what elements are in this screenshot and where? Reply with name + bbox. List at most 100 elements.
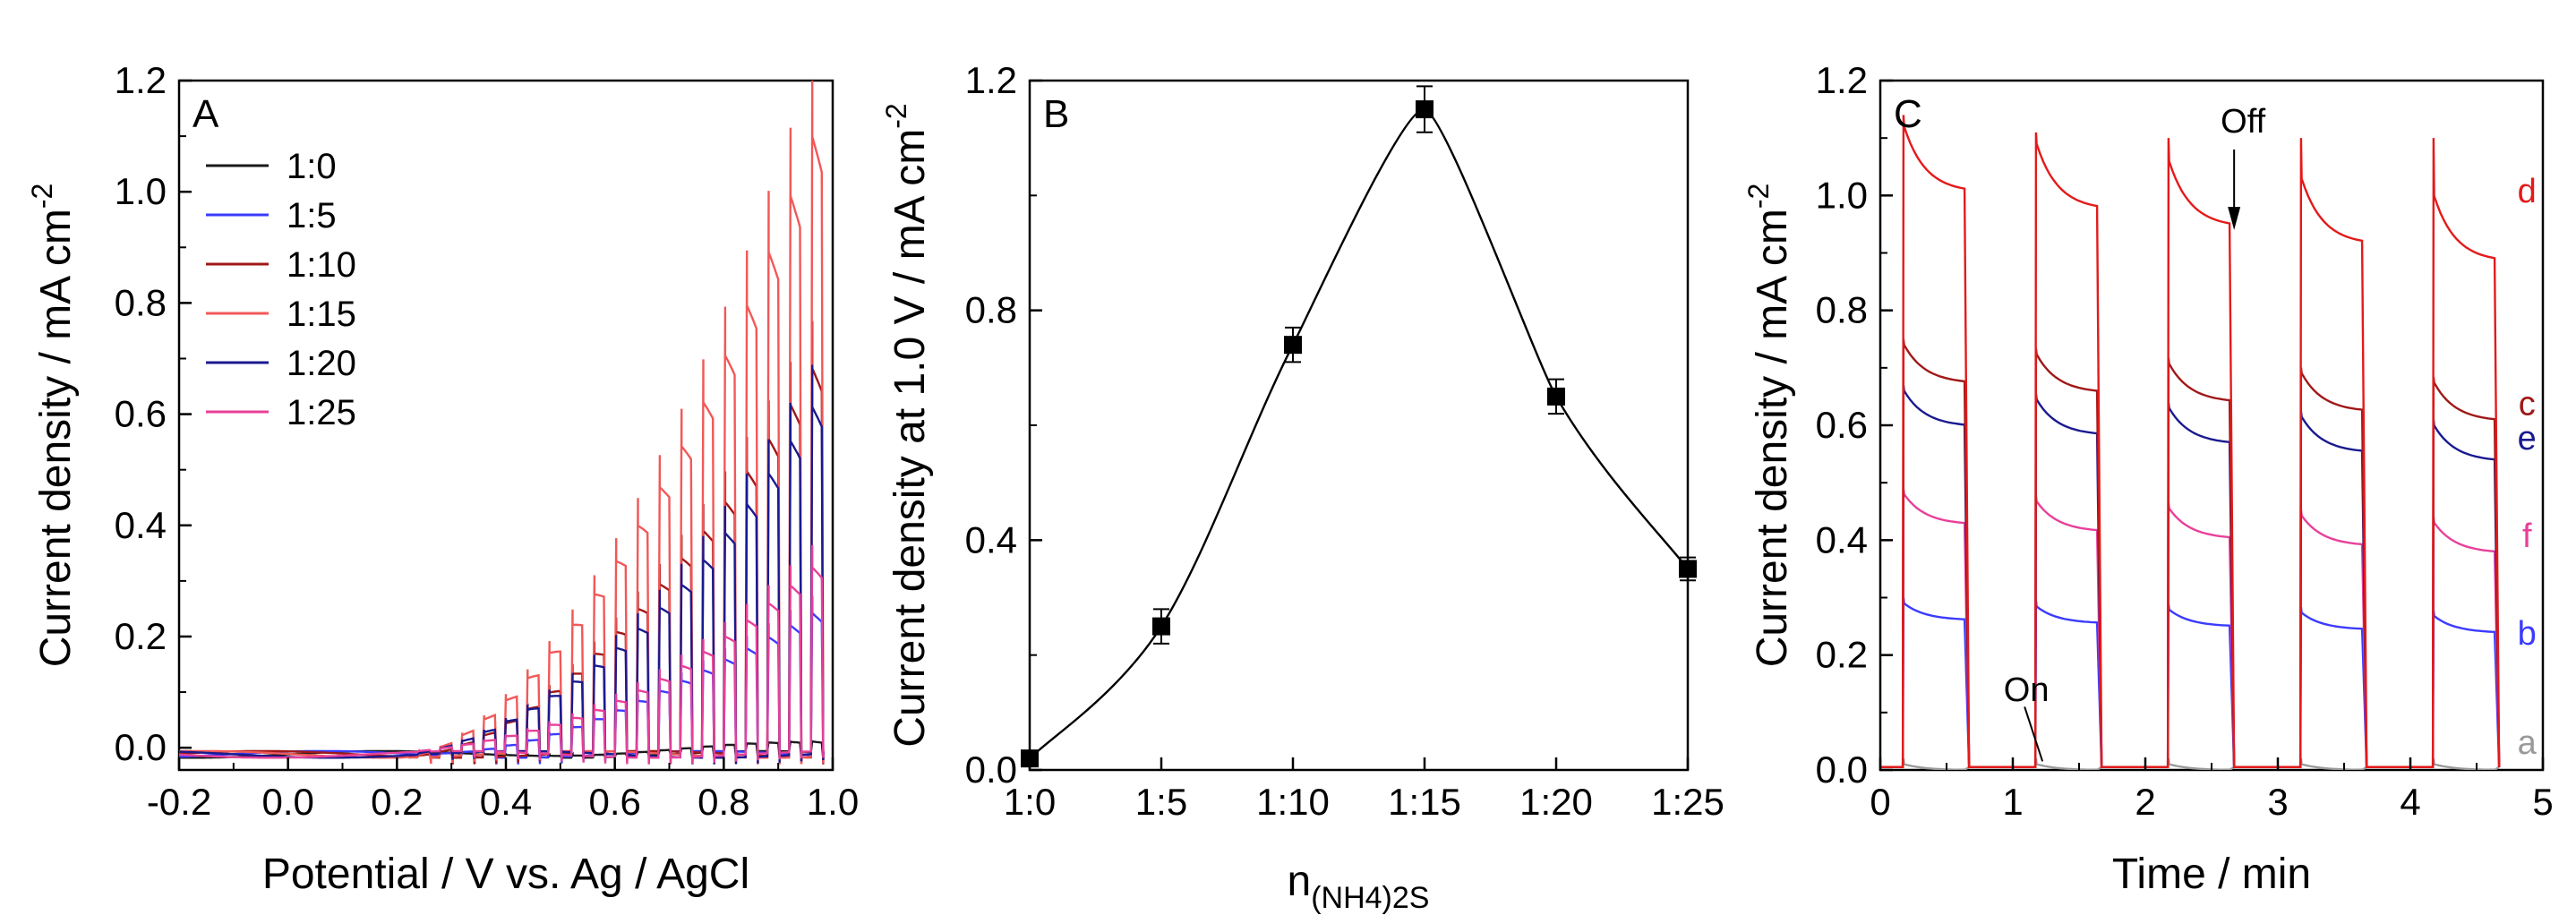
b-y-tick-label: 0.4 <box>965 518 1017 560</box>
a-y-tick-label: 0.0 <box>115 726 167 768</box>
c-annotation-on-arrow <box>2024 706 2044 762</box>
panel-c-annotations: On Off <box>2004 103 2266 762</box>
b-data-point <box>1284 336 1302 355</box>
panel-b-x-axis-label-sub: (NH4)2S <box>1311 881 1429 915</box>
c-x-tick-label: 1 <box>2002 781 2023 823</box>
b-x-tick-label: 1:25 <box>1651 781 1724 823</box>
panel-a-legend: 1:0 1:5 1:10 1:15 1:20 1:25 <box>206 147 356 432</box>
b-data-point <box>1152 617 1170 636</box>
panel-a-y-axis-label: Current density / mA cm-2 <box>26 184 80 668</box>
c-annotation-off-arrowhead <box>2228 207 2241 230</box>
panel-c-ticks: 0 1 2 3 4 5 0.0 0.2 0.4 0.6 0.8 1.0 1.2 <box>1816 59 2554 823</box>
b-y-tick-label: 0.0 <box>965 748 1017 791</box>
a-x-tick-label: 0.4 <box>480 781 532 823</box>
panel-b-letter: B <box>1043 92 1069 136</box>
c-series-d-line <box>1880 115 2501 768</box>
panel-b-x-axis-label: n(NH4)2S <box>1288 858 1430 915</box>
a-series-1-line <box>179 595 825 765</box>
c-x-tick-label: 4 <box>2400 781 2420 823</box>
a-x-tick-label: -0.2 <box>147 781 211 823</box>
c-series-label-a: a <box>2518 724 2537 762</box>
a-y-tick-label: 1.0 <box>115 170 167 212</box>
c-y-tick-label: 0.4 <box>1816 518 1868 560</box>
a-legend-label: 1:0 <box>287 147 337 186</box>
panel-b: 1:0 1:5 1:10 1:15 1:20 1:25 0.0 0.4 0.8 1.2 n(NH4… <box>880 59 1724 915</box>
panel-b-y-axis-label-sup: -2 <box>880 103 912 128</box>
panel-a-x-axis-label: Potential / V vs. Ag / AgCl <box>262 851 749 898</box>
b-x-tick-label: 1:5 <box>1135 781 1187 823</box>
a-series-5-line <box>179 544 825 765</box>
panel-b-x-axis-label-main: n <box>1288 858 1312 905</box>
c-series-label-e: e <box>2518 420 2537 458</box>
b-x-tick-label: 1:10 <box>1256 781 1330 823</box>
c-series-e-line <box>1880 384 2501 768</box>
c-annotation-on: On <box>2004 671 2050 709</box>
c-series-label-c: c <box>2519 385 2536 423</box>
a-legend-label: 1:5 <box>287 196 337 235</box>
panel-c-curves <box>1880 115 2501 770</box>
c-y-tick-label: 0.0 <box>1816 748 1868 791</box>
c-x-tick-label: 2 <box>2135 781 2155 823</box>
panel-c-letter: C <box>1894 92 1922 136</box>
a-legend-label: 1:25 <box>287 393 356 432</box>
c-y-tick-label: 0.8 <box>1816 289 1868 331</box>
c-x-tick-label: 0 <box>1870 781 1890 823</box>
a-y-tick-label: 0.8 <box>115 281 167 323</box>
c-series-a-line <box>1880 758 2500 770</box>
b-x-tick-label: 1:15 <box>1388 781 1461 823</box>
panel-b-y-axis-label: Current density at 1.0 V / mA cm-2 <box>880 103 934 747</box>
c-y-tick-label: 1.2 <box>1816 59 1868 101</box>
c-y-tick-label: 0.6 <box>1816 404 1868 446</box>
a-x-tick-label: 1.0 <box>807 781 859 823</box>
c-x-tick-label: 5 <box>2532 781 2553 823</box>
a-x-tick-label: 0.0 <box>261 781 313 823</box>
panel-a-curves <box>179 81 825 765</box>
b-data-point <box>1547 387 1565 406</box>
a-x-tick-label: 0.2 <box>371 781 423 823</box>
a-y-tick-label: 1.2 <box>115 59 167 101</box>
panel-c-frame <box>1879 79 2545 772</box>
panel-c-series-labels: d ce f b a <box>2518 173 2537 762</box>
b-data-point <box>1679 560 1697 578</box>
c-annotation-off: Off <box>2221 103 2265 141</box>
panel-c: 0 1 2 3 4 5 0.0 0.2 0.4 0.6 0.8 1.0 1.2 d ce f b a On Off… <box>1742 59 2554 898</box>
panel-b-plot <box>1021 85 1697 768</box>
a-series-2-line <box>179 321 825 765</box>
panel-a-y-axis-label-main: Current density / mA cm <box>32 209 80 667</box>
panel-c-y-axis-label-sup: -2 <box>1742 184 1775 209</box>
b-x-tick-label: 1:20 <box>1519 781 1593 823</box>
b-y-tick-label: 0.8 <box>965 289 1017 331</box>
panel-a-ticks: -0.2 0.0 0.2 0.4 0.6 0.8 1.0 0.0 0.2 0.4 0.6 0.8 1.0… <box>115 59 860 823</box>
c-series-c-line <box>1880 338 2501 768</box>
c-x-tick-label: 3 <box>2267 781 2288 823</box>
a-series-4-line <box>179 364 825 765</box>
a-legend-label: 1:20 <box>287 344 356 383</box>
c-series-label-f: f <box>2522 517 2532 555</box>
panel-c-y-axis-label: Current density / mA cm-2 <box>1742 184 1796 668</box>
c-y-tick-label: 0.2 <box>1816 634 1868 676</box>
panel-b-ticks: 1:0 1:5 1:10 1:15 1:20 1:25 0.0 0.4 0.8 1.2 <box>965 59 1724 823</box>
panel-a-letter: A <box>193 92 219 136</box>
c-series-label-b: b <box>2518 615 2537 653</box>
a-y-tick-label: 0.2 <box>115 615 167 657</box>
panel-a-y-axis-label-sup: -2 <box>26 184 58 209</box>
a-x-tick-label: 0.6 <box>588 781 640 823</box>
c-series-f-line <box>1880 488 2501 768</box>
panel-a: -0.2 0.0 0.2 0.4 0.6 0.8 1.0 0.0 0.2 0.4 0.6 0.8 1.0… <box>26 59 859 898</box>
a-y-tick-label: 0.6 <box>115 393 167 435</box>
panel-c-x-axis-label: Time / min <box>2112 851 2311 898</box>
c-series-b-line <box>1880 597 2501 768</box>
c-y-tick-label: 1.0 <box>1816 174 1868 216</box>
a-x-tick-label: 0.8 <box>697 781 749 823</box>
a-series-3-line <box>179 81 825 765</box>
b-data-point <box>1416 100 1433 119</box>
c-series-label-d: d <box>2518 173 2537 210</box>
b-fit-line <box>1029 107 1689 760</box>
a-y-tick-label: 0.4 <box>115 504 167 546</box>
b-x-tick-label: 1:0 <box>1004 781 1056 823</box>
panel-b-y-axis-label-main: Current density at 1.0 V / mA cm <box>886 129 934 748</box>
a-legend-label: 1:15 <box>287 295 356 334</box>
panel-c-y-axis-label-main: Current density / mA cm <box>1749 209 1796 667</box>
a-legend-label: 1:10 <box>287 245 356 285</box>
